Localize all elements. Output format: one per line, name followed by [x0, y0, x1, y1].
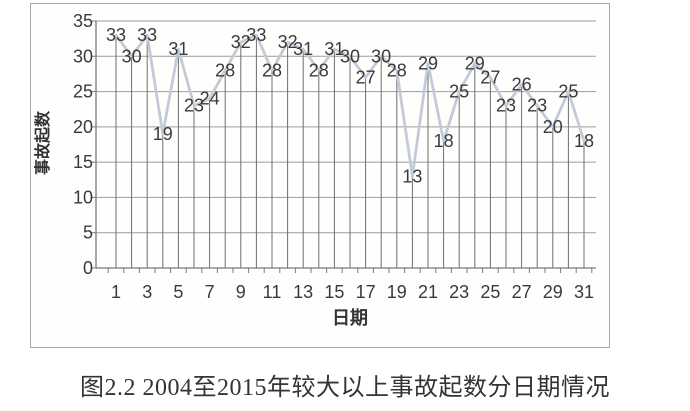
svg-text:18: 18 [434, 131, 454, 151]
svg-text:23: 23 [449, 282, 469, 302]
svg-text:15: 15 [324, 282, 344, 302]
drop-lines [115, 35, 585, 268]
svg-text:23: 23 [527, 96, 547, 116]
svg-text:7: 7 [205, 282, 215, 302]
svg-text:29: 29 [543, 282, 563, 302]
svg-text:21: 21 [418, 282, 438, 302]
svg-text:5: 5 [173, 282, 183, 302]
x-axis-ticks [107, 268, 593, 273]
svg-text:29: 29 [465, 53, 485, 73]
svg-text:26: 26 [512, 75, 532, 95]
svg-text:33: 33 [246, 25, 266, 45]
data-labels: 3330331931232428323328323128313027302813… [106, 25, 594, 186]
svg-text:17: 17 [356, 282, 376, 302]
accidents-by-day-line-chart: 3330331931232428323328323128313027302813… [33, 11, 596, 328]
svg-text:23: 23 [184, 96, 204, 116]
svg-text:5: 5 [83, 223, 93, 243]
svg-text:28: 28 [387, 60, 407, 80]
svg-text:13: 13 [402, 166, 422, 186]
y-axis-ticks [92, 20, 96, 269]
svg-text:23: 23 [496, 96, 516, 116]
svg-text:28: 28 [262, 60, 282, 80]
svg-text:9: 9 [236, 282, 246, 302]
svg-text:27: 27 [480, 67, 500, 87]
svg-text:19: 19 [387, 282, 407, 302]
svg-text:15: 15 [73, 152, 93, 172]
svg-text:31: 31 [293, 39, 313, 59]
svg-text:29: 29 [418, 53, 438, 73]
svg-text:31: 31 [168, 39, 188, 59]
svg-text:13: 13 [293, 282, 313, 302]
svg-text:31: 31 [324, 39, 344, 59]
svg-text:30: 30 [371, 46, 391, 66]
svg-text:33: 33 [106, 25, 126, 45]
svg-text:32: 32 [278, 32, 298, 52]
svg-text:10: 10 [73, 187, 93, 207]
svg-text:25: 25 [73, 82, 93, 102]
svg-text:30: 30 [122, 46, 142, 66]
figure-caption: 图2.2 2004至2015年较大以上事故起数分日期情况 [80, 375, 610, 401]
svg-text:19: 19 [153, 124, 173, 144]
svg-text:1: 1 [111, 282, 121, 302]
x-axis-title: 日期 [332, 308, 368, 328]
y-axis-title: 事故起数 [33, 110, 52, 175]
svg-text:20: 20 [543, 117, 563, 137]
svg-text:25: 25 [558, 82, 578, 102]
svg-text:18: 18 [574, 131, 594, 151]
svg-text:20: 20 [73, 117, 93, 137]
svg-text:27: 27 [356, 67, 376, 87]
svg-text:30: 30 [73, 46, 93, 66]
svg-text:28: 28 [309, 60, 329, 80]
svg-text:30: 30 [340, 46, 360, 66]
x-axis-tick-labels: 1 3 5 7 9 11 13 15 17 19 21 23 25 27 29 31 [111, 282, 594, 302]
svg-text:33: 33 [137, 25, 157, 45]
svg-text:11: 11 [263, 282, 282, 302]
svg-text:0: 0 [83, 258, 93, 278]
svg-text:3: 3 [142, 282, 152, 302]
y-axis-tick-labels: 0 5 10 15 20 25 30 35 [73, 11, 93, 278]
axis-lines [95, 21, 596, 269]
svg-text:28: 28 [215, 60, 235, 80]
svg-text:27: 27 [512, 282, 532, 302]
svg-text:24: 24 [200, 89, 220, 109]
svg-text:25: 25 [480, 282, 500, 302]
svg-text:31: 31 [574, 282, 594, 302]
series-line [114, 33, 586, 178]
svg-text:25: 25 [449, 82, 469, 102]
svg-text:35: 35 [73, 11, 93, 31]
svg-text:32: 32 [231, 32, 251, 52]
chart-figure-frame: 33 30 33 19 31 23 24 28 32 33 28 32 31 28 31 30 27 30 28 13… [30, 3, 610, 348]
